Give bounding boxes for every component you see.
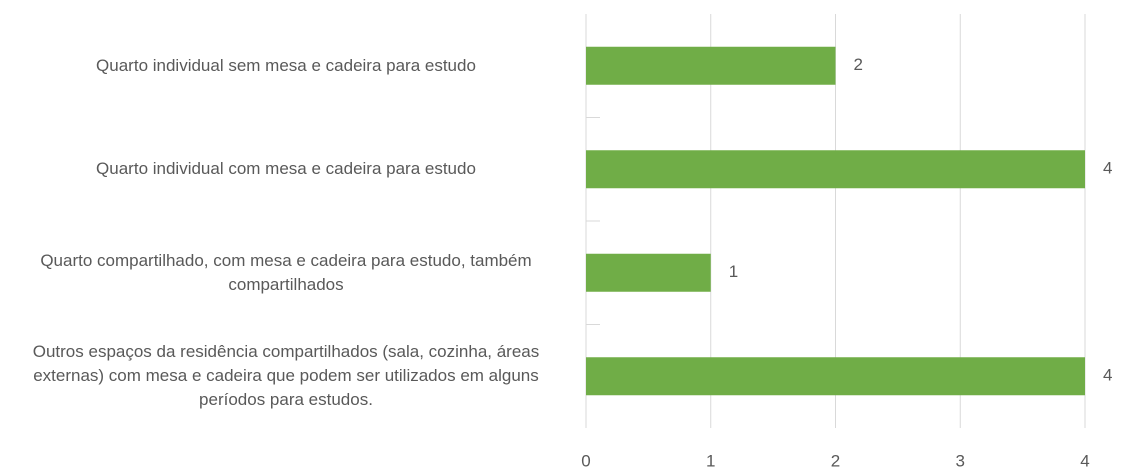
bar <box>586 46 836 85</box>
x-tick-label: 3 <box>956 451 965 468</box>
value-label: 4 <box>1103 159 1112 178</box>
y-tick-label: Quarto individual com mesa e cadeira par… <box>96 159 476 179</box>
bar <box>586 357 1085 396</box>
x-tick-label: 1 <box>706 451 715 468</box>
value-label: 4 <box>1103 366 1112 385</box>
bar <box>586 253 711 292</box>
y-tick-label: Outros espaços da residência compartilha… <box>32 342 540 410</box>
bar <box>586 150 1085 189</box>
x-tick-label: 2 <box>831 451 840 468</box>
x-tick-label: 0 <box>581 451 590 468</box>
value-label: 2 <box>854 55 863 74</box>
y-tick-label: Quarto compartilhado, com mesa e cadeira… <box>40 250 532 294</box>
value-label: 1 <box>729 262 738 281</box>
y-tick-label: Quarto individual sem mesa e cadeira par… <box>96 55 476 75</box>
x-tick-label: 4 <box>1080 451 1089 468</box>
